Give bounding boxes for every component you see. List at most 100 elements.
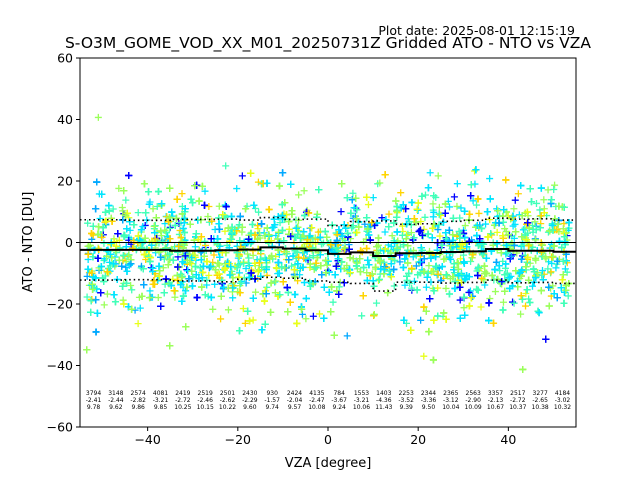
scatter-point: [314, 228, 322, 236]
scatter-point: [160, 255, 168, 263]
scatter-point: [153, 202, 161, 210]
scatter-point: [502, 260, 510, 268]
scatter-point: [559, 225, 567, 233]
scatter-point: [347, 209, 355, 217]
scatter-point: [215, 220, 223, 228]
scatter-point: [203, 258, 211, 266]
scatter-point: [518, 266, 526, 274]
scatter-point: [123, 225, 131, 233]
scatter-point: [550, 185, 558, 193]
scatter-point: [143, 216, 151, 224]
scatter-point: [461, 222, 469, 230]
scatter-point: [456, 244, 464, 252]
scatter-point: [329, 298, 337, 306]
scatter-point: [255, 208, 263, 216]
scatter-point: [434, 312, 442, 320]
scatter-point: [123, 267, 131, 275]
scatter-point: [114, 230, 122, 238]
scatter-point: [322, 269, 330, 277]
scatter-point: [154, 188, 162, 196]
scatter-point: [149, 205, 157, 213]
scatter-point: [146, 287, 154, 295]
scatter-point: [410, 215, 418, 223]
scatter-point: [337, 208, 345, 216]
scatter-point: [471, 167, 479, 175]
scatter-point: [327, 308, 335, 316]
scatter-point: [377, 258, 385, 266]
scatter-point: [519, 226, 527, 234]
scatter-point: [407, 221, 415, 229]
scatter-point: [271, 278, 279, 286]
scatter-point: [192, 256, 200, 264]
scatter-point: [252, 288, 260, 296]
scatter-point: [416, 226, 424, 234]
scatter-point: [364, 225, 372, 233]
scatter-point: [441, 209, 449, 217]
scatter-point: [412, 218, 420, 226]
scatter-point: [446, 203, 454, 211]
scatter-point: [94, 230, 102, 238]
scatter-point: [207, 262, 215, 270]
scatter-point: [294, 223, 302, 231]
scatter-point: [119, 207, 127, 215]
scatter-point: [287, 232, 295, 240]
scatter-point: [461, 275, 469, 283]
scatter-point: [434, 172, 442, 180]
scatter-point: [239, 305, 247, 313]
scatter-point: [412, 262, 420, 270]
scatter-point: [331, 249, 339, 257]
scatter-point: [401, 281, 409, 289]
scatter-point: [343, 332, 351, 340]
scatter-point: [500, 206, 508, 214]
scatter-point: [429, 213, 437, 221]
scatter-point: [189, 199, 197, 207]
scatter-point: [321, 228, 329, 236]
scatter-point: [510, 205, 518, 213]
scatter-point: [518, 233, 526, 241]
scatter-point: [385, 267, 393, 275]
scatter-point: [511, 196, 519, 204]
scatter-point: [525, 242, 533, 250]
scatter-point: [199, 262, 207, 270]
scatter-point: [254, 267, 262, 275]
scatter-point: [149, 264, 157, 272]
scatter-point: [510, 241, 518, 249]
scatter-point: [439, 218, 447, 226]
scatter-point: [488, 231, 496, 239]
scatter-point: [534, 307, 542, 315]
scatter-point: [100, 239, 108, 247]
scatter-point: [486, 295, 494, 303]
scatter-point: [261, 320, 269, 328]
scatter-point: [298, 310, 306, 318]
scatter-point: [306, 260, 314, 268]
scatter-point: [118, 262, 126, 270]
scatter-point: [397, 204, 405, 212]
scatter-point: [353, 215, 361, 223]
scatter-point: [325, 268, 333, 276]
scatter-point: [229, 294, 237, 302]
scatter-point: [421, 191, 429, 199]
scatter-point: [137, 226, 145, 234]
scatter-point: [188, 260, 196, 268]
scatter-point: [486, 216, 494, 224]
scatter-point: [346, 254, 354, 262]
scatter-point: [482, 220, 490, 228]
scatter-point: [256, 259, 264, 267]
scatter-point: [285, 217, 293, 225]
scatter-point: [480, 240, 488, 248]
scatter-point: [414, 206, 422, 214]
scatter-point: [112, 242, 120, 250]
plot-date: Plot date: 2025-08-01 12:15:19: [378, 23, 575, 38]
scatter-point: [323, 261, 331, 269]
scatter-point: [555, 237, 563, 245]
scatter-point: [474, 263, 482, 271]
scatter-point: [518, 295, 526, 303]
scatter-point: [390, 219, 398, 227]
scatter-point: [258, 220, 266, 228]
scatter-point: [331, 271, 339, 279]
scatter-point: [483, 208, 491, 216]
scatter-point: [551, 215, 559, 223]
scatter-point: [400, 316, 408, 324]
scatter-point: [414, 271, 422, 279]
